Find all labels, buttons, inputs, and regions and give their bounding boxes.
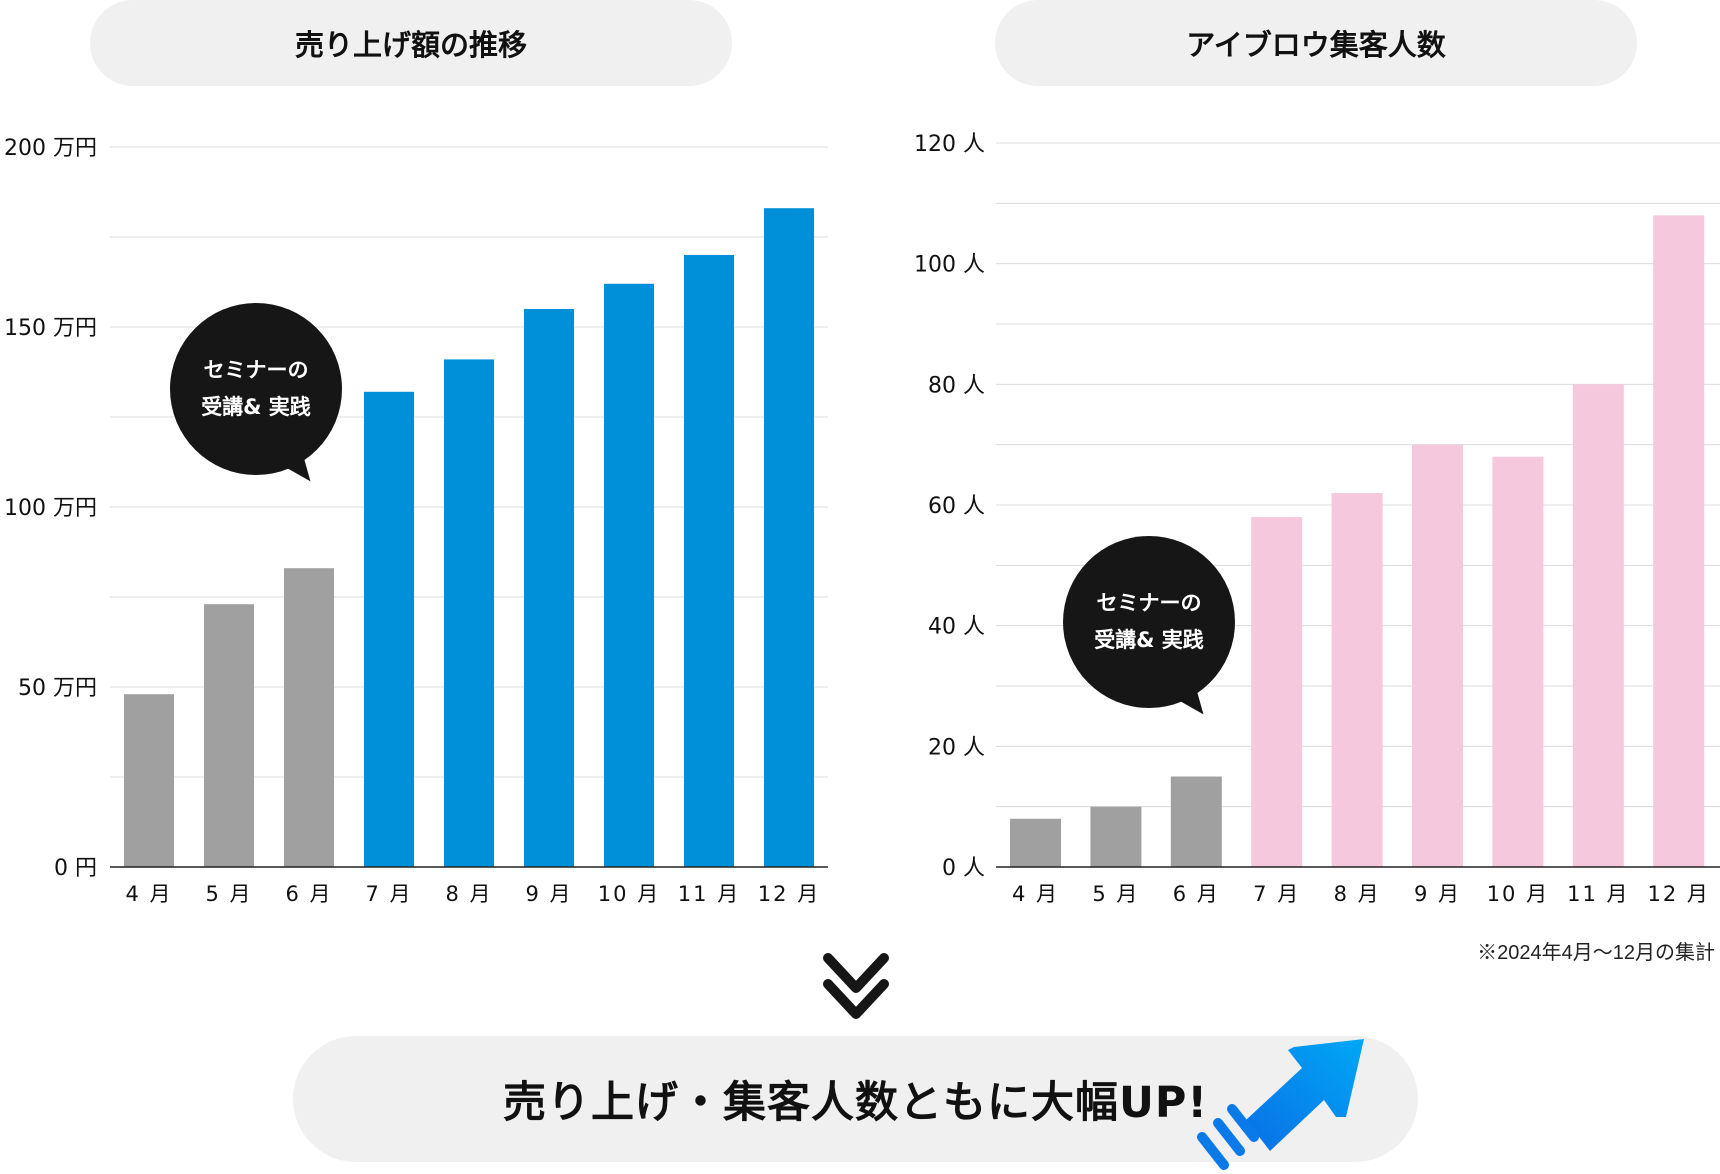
- seminar-callout-sales: セミナーの 受講& 実践: [170, 303, 342, 491]
- x-tick-label: 8 月: [445, 882, 492, 906]
- callout-line-2: 受講& 実践: [1094, 628, 1204, 652]
- y-tick-label: 20 人: [928, 735, 985, 760]
- conclusion-text: 売り上げ・集客人数ともに大幅UP!: [502, 1078, 1209, 1128]
- customers-chart-title: アイブロウ集客人数: [995, 0, 1637, 86]
- y-tick-label: 100 人: [914, 253, 985, 278]
- x-tick-label: 9 月: [525, 882, 572, 906]
- bar-6月: [284, 568, 334, 867]
- x-tick-label: 8 月: [1334, 882, 1381, 906]
- bar-11月: [684, 255, 734, 867]
- x-tick-label: 12 月: [758, 882, 820, 906]
- y-tick-label: 200 万円: [4, 136, 97, 161]
- bar-9月: [1412, 444, 1463, 867]
- bar-11月: [1572, 384, 1624, 867]
- bar-9月: [524, 309, 574, 867]
- arrow-up-right-icon: [1197, 1039, 1364, 1170]
- callout-line-2: 受講& 実践: [201, 395, 311, 419]
- x-tick-label: 9 月: [1414, 882, 1461, 906]
- bar-10月: [604, 283, 654, 867]
- bar-4月: [1010, 818, 1061, 867]
- bar-5月: [1090, 806, 1142, 867]
- bar-12月: [764, 208, 814, 867]
- bar-4月: [124, 694, 174, 867]
- y-tick-label: 60 人: [928, 494, 985, 519]
- callout-line-1: セミナーの: [1096, 591, 1202, 615]
- bar-7月: [1251, 517, 1303, 867]
- bar-5月: [204, 604, 254, 867]
- y-tick-label: 100 万円: [4, 496, 97, 521]
- y-tick-label: 40 人: [928, 615, 985, 640]
- double-chevron-down-icon: [823, 953, 889, 1019]
- y-tick-label: 150 万円: [4, 316, 97, 341]
- x-tick-label: 11 月: [678, 882, 740, 906]
- sales-bar-chart: 0 円 50 万円 100 万円 150 万円 200 万円 4 月 5 月 6 月 7 月 8 …: [4, 136, 828, 906]
- x-tick-label: 12 月: [1647, 882, 1709, 906]
- bar-10月: [1492, 456, 1544, 867]
- bar-6月: [1170, 776, 1222, 867]
- y-tick-label: 80 人: [928, 373, 985, 398]
- x-tick-label: 5 月: [1092, 882, 1139, 906]
- x-tick-label: 4 月: [125, 882, 172, 906]
- bar-8月: [444, 359, 494, 867]
- sales-chart-title: 売り上げ額の推移: [90, 0, 732, 86]
- data-period-note: ※2024年4月〜12月の集計: [1477, 942, 1715, 964]
- y-tick-label: 0 人: [942, 856, 985, 881]
- x-tick-label: 6 月: [1173, 882, 1220, 906]
- bar-12月: [1653, 215, 1705, 867]
- customers-bar-chart: 0 人 20 人 40 人 60 人 80 人 100 人 120 人 4 月 5 月 6 月 7 …: [914, 132, 1720, 906]
- x-tick-label: 4 月: [1012, 882, 1059, 906]
- callout-line-1: セミナーの: [203, 358, 309, 382]
- bar-7月: [364, 391, 414, 867]
- bar-8月: [1331, 492, 1383, 867]
- x-tick-label: 10 月: [1487, 882, 1549, 906]
- x-tick-label: 5 月: [205, 882, 252, 906]
- x-tick-label: 11 月: [1567, 882, 1629, 906]
- y-tick-label: 50 万円: [18, 676, 97, 701]
- x-tick-label: 6 月: [285, 882, 332, 906]
- x-tick-label: 7 月: [365, 882, 412, 906]
- x-tick-label: 10 月: [598, 882, 660, 906]
- y-tick-label: 120 人: [914, 132, 985, 157]
- y-tick-label: 0 円: [54, 856, 97, 881]
- x-tick-label: 7 月: [1253, 882, 1300, 906]
- seminar-callout-customers: セミナーの 受講& 実践: [1063, 536, 1235, 724]
